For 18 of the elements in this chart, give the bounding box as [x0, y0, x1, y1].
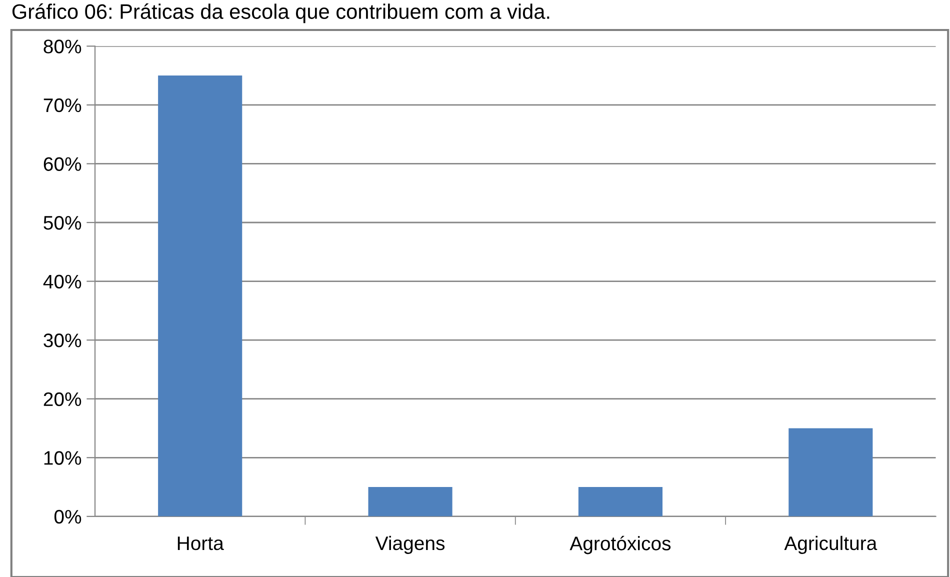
- y-tick-label: 80%: [44, 40, 82, 54]
- bar: [158, 76, 242, 516]
- y-tick-label: 60%: [44, 157, 82, 171]
- y-tick-label: 40%: [43, 274, 82, 289]
- y-tick-label: 30%: [44, 334, 82, 348]
- x-tick-label: Agrotóxicos: [570, 536, 671, 554]
- y-tick-label: 0%: [54, 510, 82, 524]
- bar: [578, 487, 663, 516]
- x-tick-label: Agricultura: [784, 536, 878, 554]
- y-tick-label: 50%: [44, 216, 82, 230]
- y-tick-label: 10%: [44, 451, 82, 465]
- chart-title: Gráfico 06: Práticas da escola que contribuem com a vida.: [12, 3, 550, 24]
- y-tick-label: 20%: [44, 392, 82, 406]
- x-tick-label: Horta: [178, 536, 224, 550]
- bar: [368, 487, 452, 516]
- x-tick-label: Viagens: [375, 536, 445, 554]
- bar: [788, 428, 873, 516]
- y-tick-label: 70%: [44, 98, 82, 112]
